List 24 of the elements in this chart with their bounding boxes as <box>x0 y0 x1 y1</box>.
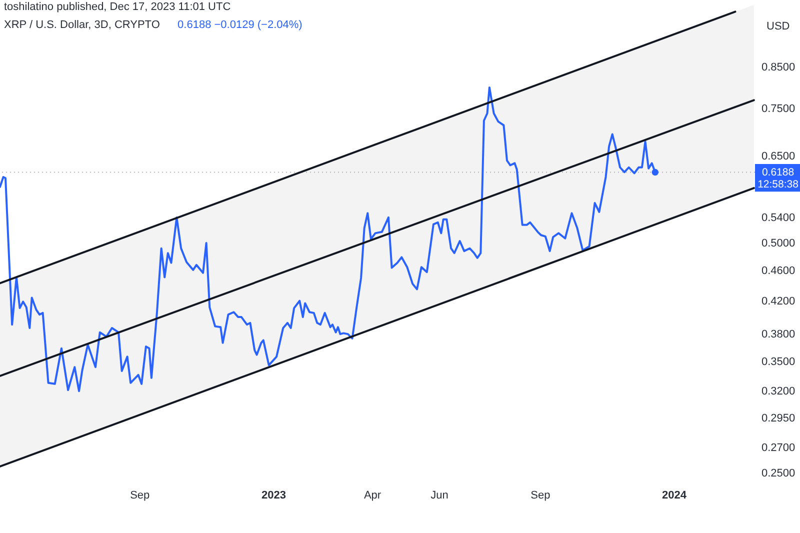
y-tick-label: 0.2950 <box>762 412 796 425</box>
annotation: toshilatino published, Dec 17, 2023 11:01 UTC <box>4 1 231 13</box>
x-tick-label: Sep <box>530 490 550 502</box>
y-tick-label: 0.5000 <box>762 238 796 250</box>
x-tick-label: 2024 <box>662 490 688 502</box>
text: 0.6188 −0.0129 (−2.04%) <box>178 19 302 31</box>
x-tick-label: Apr <box>364 490 382 502</box>
ref-line-label: 0.6188 12:58:38 <box>758 166 799 190</box>
text: XRP / U.S. Dollar, 3D, CRYPTO <box>4 19 160 31</box>
y-tick-label: 0.2700 <box>762 442 796 454</box>
y-tick-label: 0.8500 <box>762 61 796 74</box>
y-tick-label: 0.7500 <box>762 102 796 115</box>
y-tick-label: 0.6500 <box>762 150 796 162</box>
x-tick-label: Sep <box>130 490 150 502</box>
y-tick-label: 0.4600 <box>762 265 796 278</box>
y-tick-label: 0.2500 <box>762 468 796 480</box>
y-tick-label: 0.3200 <box>762 386 796 398</box>
x-tick-label: 2023 <box>262 490 286 502</box>
y-tick-label: 0.3500 <box>762 356 796 368</box>
y-tick-label: 0.4200 <box>762 295 796 308</box>
y-axis-title: USD <box>766 20 790 32</box>
y-tick-label: 0.5400 <box>762 212 796 224</box>
y-tick-label: 0.3800 <box>762 328 796 341</box>
x-tick-label: Jun <box>430 490 448 502</box>
